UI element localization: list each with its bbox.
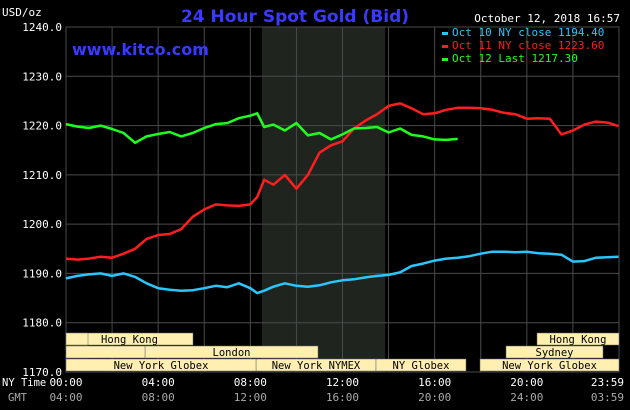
site-link[interactable]: www.kitco.com — [72, 40, 209, 59]
session-block: Sydney — [505, 345, 604, 359]
y-tick-label: 1180.0 — [22, 317, 62, 330]
y-tick-label: 1170.0 — [22, 366, 62, 379]
session-label: NY Globex — [393, 360, 450, 372]
gmt-label: GMT — [8, 392, 28, 404]
legend-entry-red: Oct 11 NY close 1223.60 — [452, 39, 604, 52]
session-bar-stub — [65, 332, 89, 346]
session-block: London — [144, 345, 319, 359]
x-tick-label-gmt: 20:00 — [418, 391, 451, 404]
session-block: New York Globex — [65, 358, 257, 372]
session-bar — [479, 358, 620, 372]
series-line-green — [65, 112, 458, 145]
series-line-red — [65, 102, 619, 261]
session-bar — [375, 358, 467, 372]
legend-entry-green: Oct 12 Last 1217.30 — [452, 52, 578, 65]
session-label: New York Globex — [114, 360, 209, 372]
x-tick-label-gmt: 04:00 — [49, 391, 82, 404]
y-tick-label: 1240.0 — [22, 21, 62, 34]
legend-entry-blue: Oct 10 NY close 1194.40 — [452, 26, 604, 39]
y-tick-label: 1190.0 — [22, 267, 62, 280]
legend-swatch-red — [442, 45, 448, 48]
x-axis-ticks: 00:00 04:00 04:00 08:00 08:00 12:00 12:00 16:00… — [49, 376, 624, 404]
x-tick-label-ny: 04:00 — [142, 376, 175, 389]
x-tick-label-ny: 16:00 — [418, 376, 451, 389]
session-block: New York Globex — [479, 358, 620, 372]
session-label: New York Globex — [502, 360, 597, 372]
unit-label: USD/oz — [2, 6, 42, 19]
session-block: New York NYMEX — [255, 358, 377, 372]
y-tick-label: 1220.0 — [22, 120, 62, 133]
legend-swatch-green — [442, 58, 448, 61]
ny-session-highlight — [261, 27, 386, 372]
session-block: Hong Kong — [536, 332, 620, 346]
x-tick-label-gmt: 08:00 — [142, 391, 175, 404]
x-tick-label-ny: 08:00 — [234, 376, 267, 389]
session-label: London — [213, 347, 251, 359]
session-label: Hong Kong — [550, 334, 607, 346]
session-label: New York NYMEX — [272, 360, 361, 372]
session-label: Hong Kong — [101, 334, 158, 346]
grid-lines — [65, 26, 620, 373]
x-tick-label-gmt: 12:00 — [234, 391, 267, 404]
y-tick-label: 1210.0 — [22, 169, 62, 182]
x-tick-label-ny: 12:00 — [326, 376, 359, 389]
x-tick-label-gmt: 16:00 — [326, 391, 359, 404]
chart-title: 24 Hour Spot Gold (Bid) — [181, 7, 409, 27]
y-tick-label: 1200.0 — [22, 218, 62, 231]
legend-swatch-blue — [442, 32, 448, 35]
session-bar — [536, 332, 620, 346]
x-tick-label-ny: 20:00 — [510, 376, 543, 389]
y-axis-ticks: 1240.0 1230.0 1220.0 1210.0 1200.0 1190.0 1180… — [22, 21, 62, 379]
x-tick-label-gmt: 03:59 — [591, 391, 624, 404]
session-label: Sydney — [536, 347, 574, 359]
timestamp: October 12, 2018 16:57 — [474, 12, 620, 25]
x-tick-label-ny: 23:59 — [591, 376, 624, 389]
y-tick-label: 1230.0 — [22, 70, 62, 83]
session-bar-stub — [65, 345, 146, 359]
session-bar — [65, 358, 257, 372]
session-block: NY Globex — [375, 358, 467, 372]
series-line-blue — [65, 250, 619, 295]
x-tick-label-ny: 00:00 — [49, 376, 82, 389]
ny-time-label: NY Time — [2, 377, 46, 389]
series-lines — [65, 102, 619, 295]
x-tick-label-gmt: 24:00 — [510, 391, 543, 404]
session-bar — [505, 345, 604, 359]
